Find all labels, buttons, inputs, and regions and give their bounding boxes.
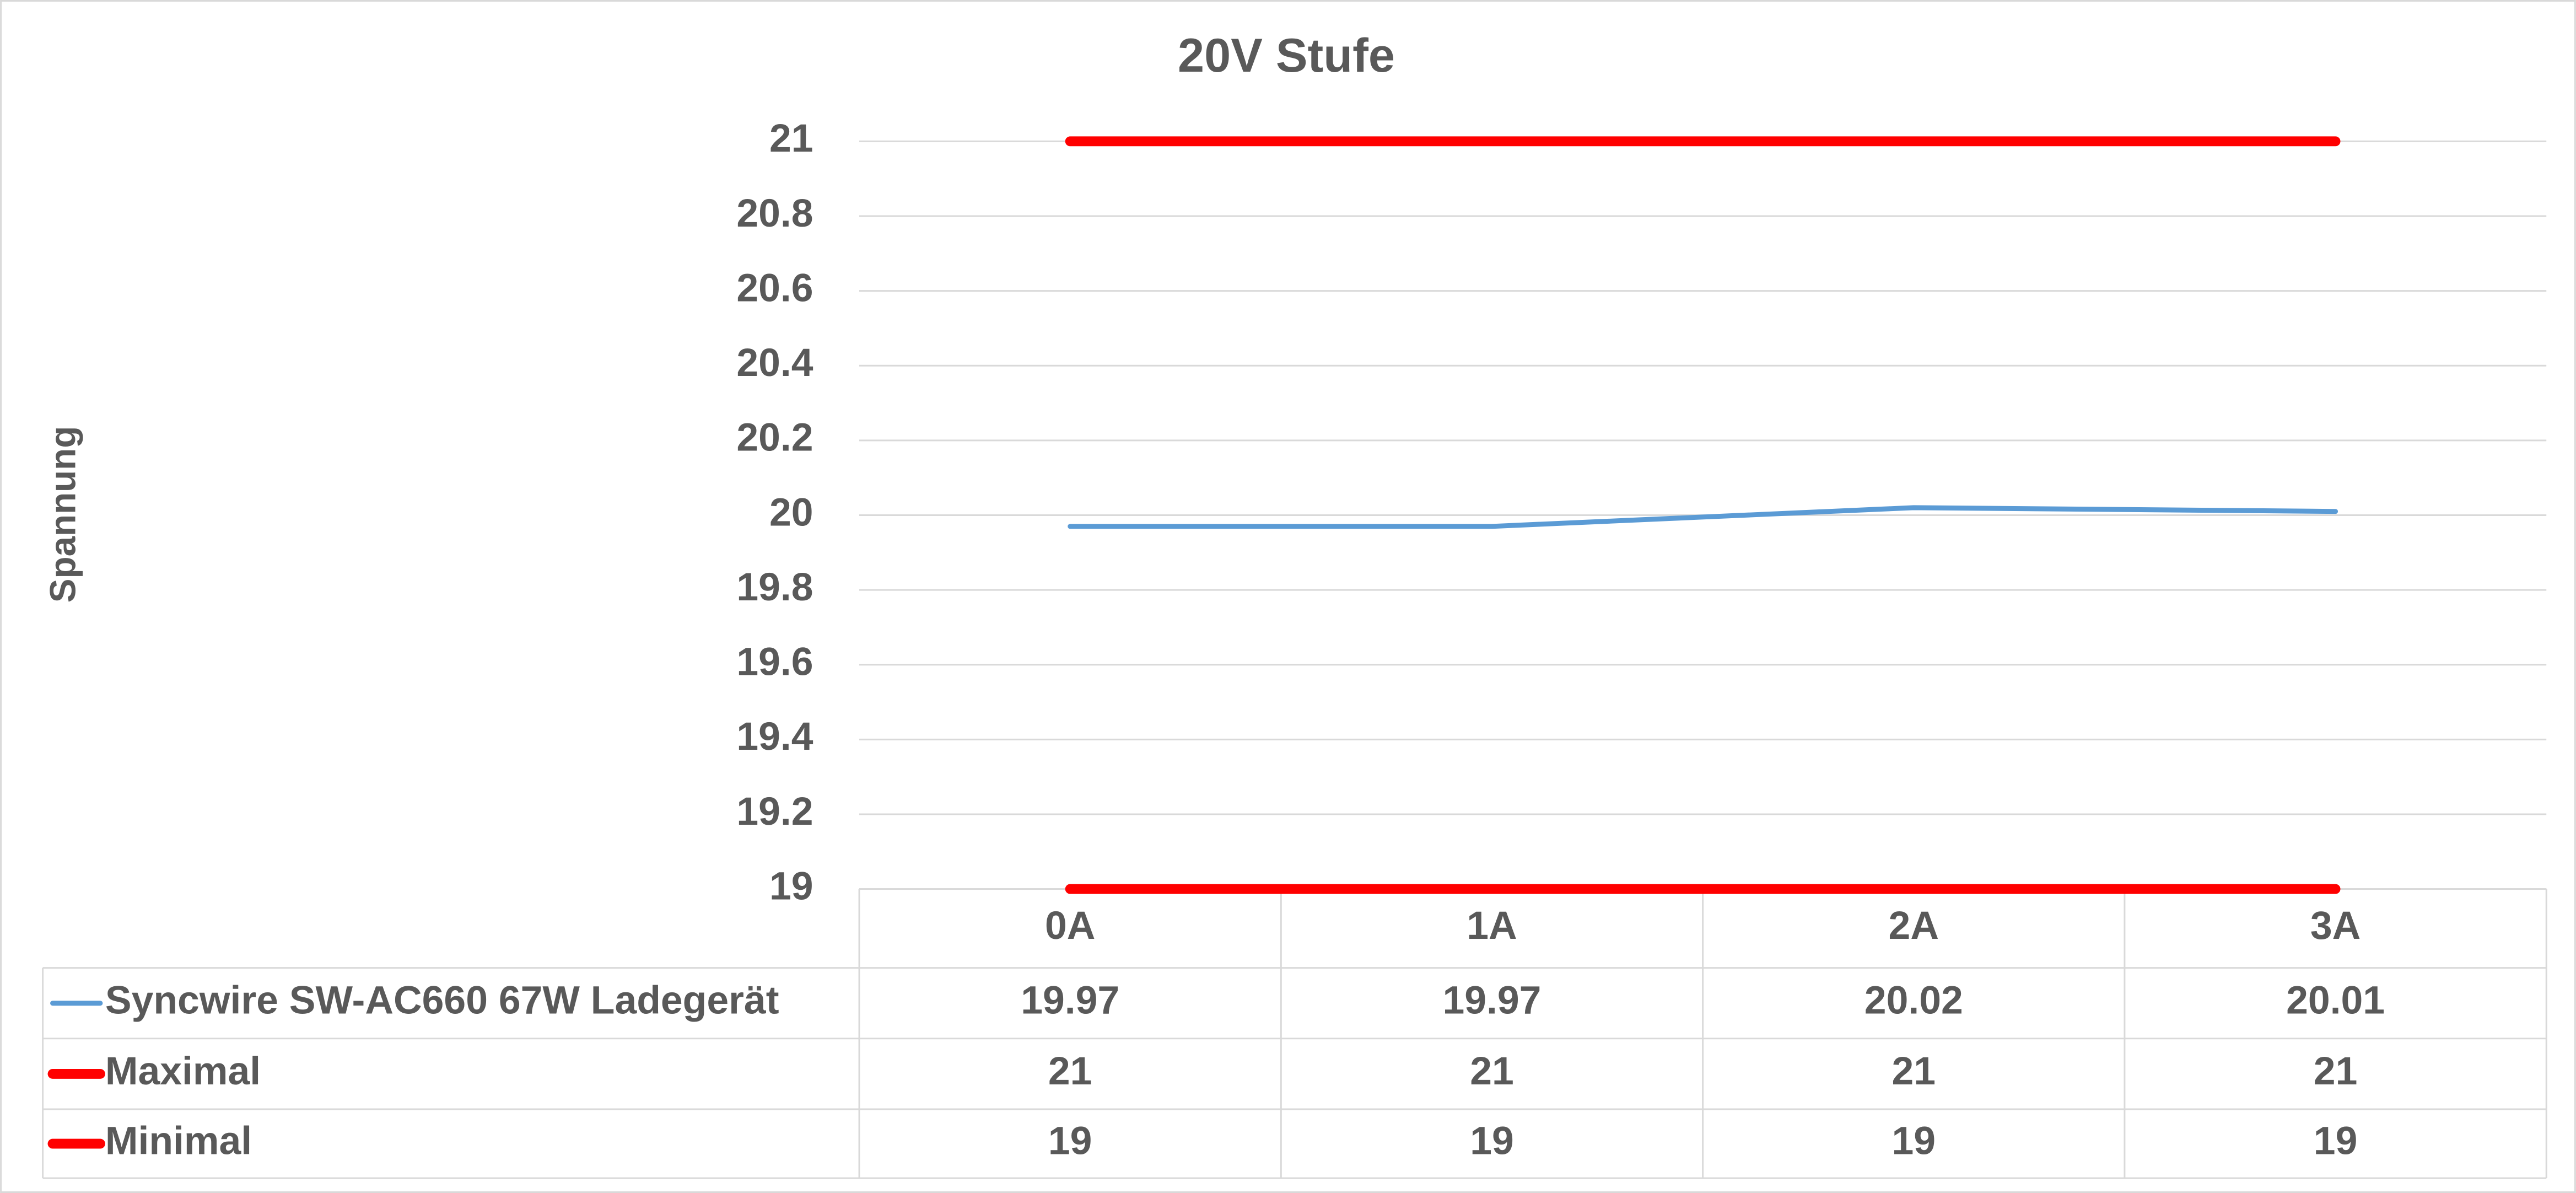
chart-title: 20V Stufe [1178, 29, 1395, 82]
table-value: 19 [1048, 1119, 1092, 1163]
legend-label: Maximal [105, 1049, 261, 1093]
x-tick-label: 0A [1045, 904, 1095, 948]
legend-label: Syncwire SW-AC660 67W Ladegerät [105, 979, 779, 1023]
table-value: 19 [1891, 1119, 1936, 1163]
y-tick-label: 19.4 [736, 714, 813, 759]
y-tick-label: 19.2 [736, 789, 813, 834]
y-tick-label: 20.4 [736, 341, 813, 385]
table-value: 21 [1470, 1049, 1514, 1093]
table-value: 19.97 [1442, 979, 1541, 1023]
table-value: 19.97 [1021, 979, 1119, 1023]
x-tick-label: 2A [1889, 904, 1939, 948]
table-value: 21 [2314, 1049, 2358, 1093]
series-line [1068, 505, 2338, 529]
table-value: 20.01 [2286, 979, 2385, 1023]
table-value: 20.02 [1864, 979, 1963, 1023]
legend-label: Minimal [105, 1119, 252, 1163]
x-tick-label: 1A [1467, 904, 1517, 948]
y-tick-label: 19.8 [736, 565, 813, 609]
y-tick-label: 19 [769, 864, 813, 908]
table-value: 19 [1470, 1119, 1514, 1163]
table-value: 21 [1048, 1049, 1092, 1093]
table-value: 19 [2314, 1119, 2358, 1163]
y-tick-label: 20.8 [736, 191, 813, 235]
y-tick-label: 20.2 [736, 416, 813, 460]
y-tick-label: 20 [769, 490, 813, 534]
y-tick-label: 21 [769, 116, 813, 160]
x-tick-label: 3A [2310, 904, 2361, 948]
y-tick-label: 19.6 [736, 640, 813, 684]
table-value: 21 [1891, 1049, 1936, 1093]
y-tick-label: 20.6 [736, 266, 813, 310]
y-axis-title: Spannung [43, 426, 83, 603]
